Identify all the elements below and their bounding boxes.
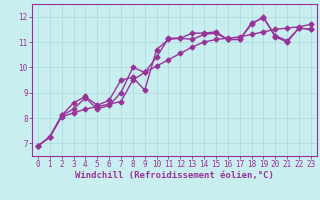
X-axis label: Windchill (Refroidissement éolien,°C): Windchill (Refroidissement éolien,°C) — [75, 171, 274, 180]
